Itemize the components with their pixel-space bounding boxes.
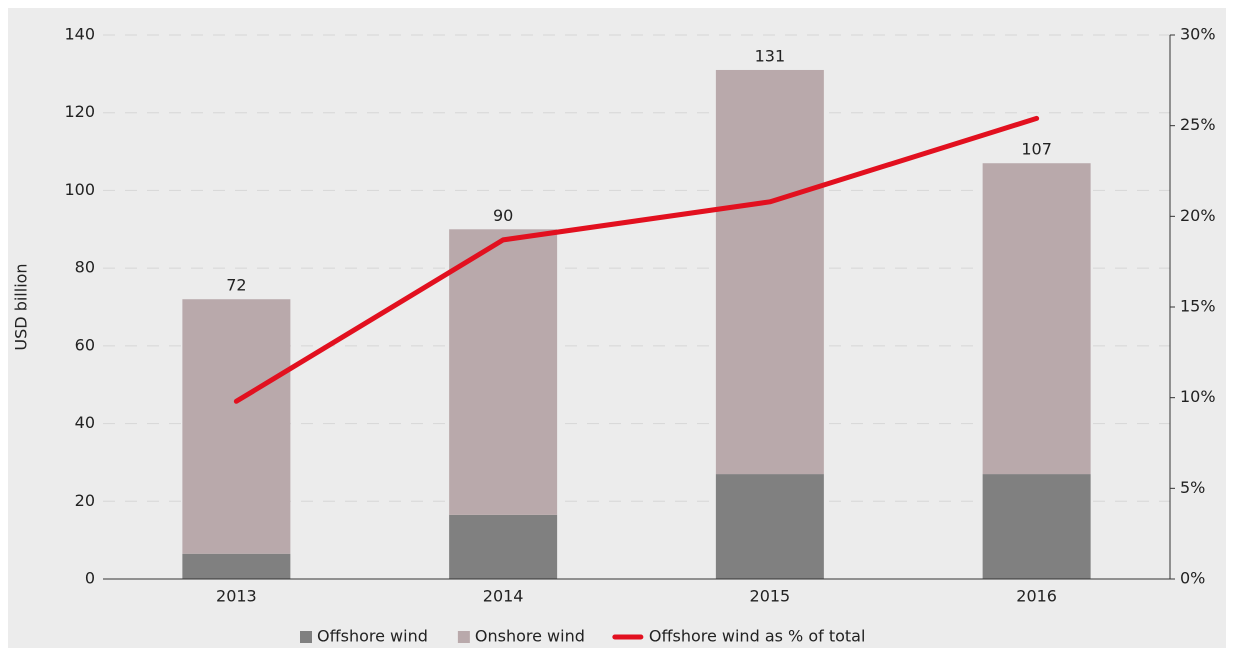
bar-segment: [715, 69, 824, 475]
x-tick-label: 2015: [750, 587, 791, 606]
line-series: [233, 115, 1040, 404]
y-axis-label: USD billion: [12, 263, 31, 350]
y2-tick-label: 0%: [1180, 569, 1205, 588]
total-label: 107: [1021, 140, 1052, 159]
y-tick-label: 40: [75, 413, 95, 432]
y-tick-label: 20: [75, 491, 95, 510]
y2-tick-label: 30%: [1180, 25, 1216, 44]
x-tick-label: 2016: [1016, 587, 1057, 606]
bar-segment: [449, 229, 558, 515]
x-tick-label: 2013: [216, 587, 257, 606]
y-tick-label: 80: [75, 258, 95, 277]
legend-label: Onshore wind: [475, 627, 585, 646]
bar-segment: [982, 163, 1091, 475]
y-tick-label: 60: [75, 335, 95, 354]
y-tick-label: 0: [85, 569, 95, 588]
y2-tick-label: 5%: [1180, 478, 1205, 497]
y2-tick-label: 25%: [1180, 115, 1216, 134]
y2-tick-label: 15%: [1180, 297, 1216, 316]
total-label: 90: [493, 206, 513, 225]
y-tick-label: 120: [64, 102, 95, 121]
bar-segment: [182, 299, 291, 554]
bar-segment: [982, 474, 1091, 579]
total-label: 72: [226, 276, 246, 295]
legend-swatch: [457, 631, 470, 643]
legend-label: Offshore wind as % of total: [649, 627, 866, 646]
total-label: 131: [755, 46, 786, 65]
y2-tick-label: 20%: [1180, 206, 1216, 225]
x-tick-label: 2014: [483, 587, 524, 606]
bar-segment: [449, 514, 558, 579]
legend-label: Offshore wind: [317, 627, 428, 646]
y-tick-label: 140: [64, 25, 95, 44]
y2-tick-label: 10%: [1180, 387, 1216, 406]
bar-segment: [715, 474, 824, 579]
y-tick-label: 100: [64, 180, 95, 199]
bar-segment: [182, 553, 291, 579]
legend-swatch: [300, 631, 312, 643]
